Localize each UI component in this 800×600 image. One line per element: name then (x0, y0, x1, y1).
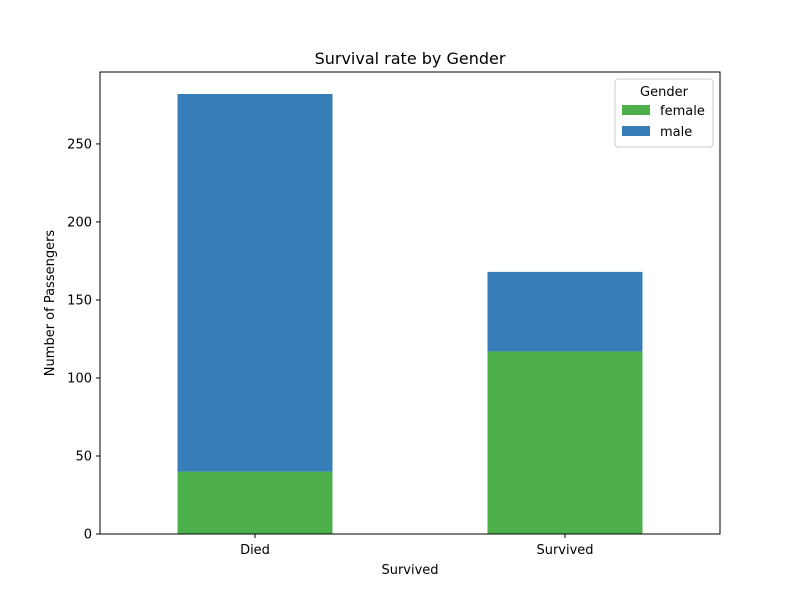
legend-label-female: female (660, 104, 705, 119)
y-tick-label: 0 (84, 528, 92, 543)
legend-title: Gender (640, 85, 689, 100)
legend-swatch-female (622, 105, 650, 115)
legend: Gender female male (614, 78, 714, 148)
legend-swatch-male (622, 126, 650, 136)
y-axis-label: Number of Passengers (43, 230, 58, 377)
bar-male-survived (487, 271, 643, 352)
y-tick-label: 100 (67, 371, 92, 386)
y-axis: 0 50 100 150 200 250 (67, 137, 100, 543)
y-tick-label: 50 (75, 449, 92, 464)
x-axis: Died Survived (240, 534, 594, 558)
y-tick-label: 150 (67, 293, 92, 308)
plot-frame (99, 71, 721, 535)
y-tick-label: 250 (67, 137, 92, 152)
y-tick-label: 200 (67, 215, 92, 230)
bar-male-died (177, 94, 333, 472)
bar-female-died (177, 471, 333, 534)
bar-female-survived (487, 351, 643, 534)
bars-layer (177, 94, 643, 534)
x-tick-label: Survived (536, 543, 593, 558)
legend-label-male: male (660, 125, 692, 140)
x-axis-label: Survived (381, 563, 438, 578)
x-tick-label: Died (240, 543, 270, 558)
chart-title: Survival rate by Gender (315, 49, 506, 68)
